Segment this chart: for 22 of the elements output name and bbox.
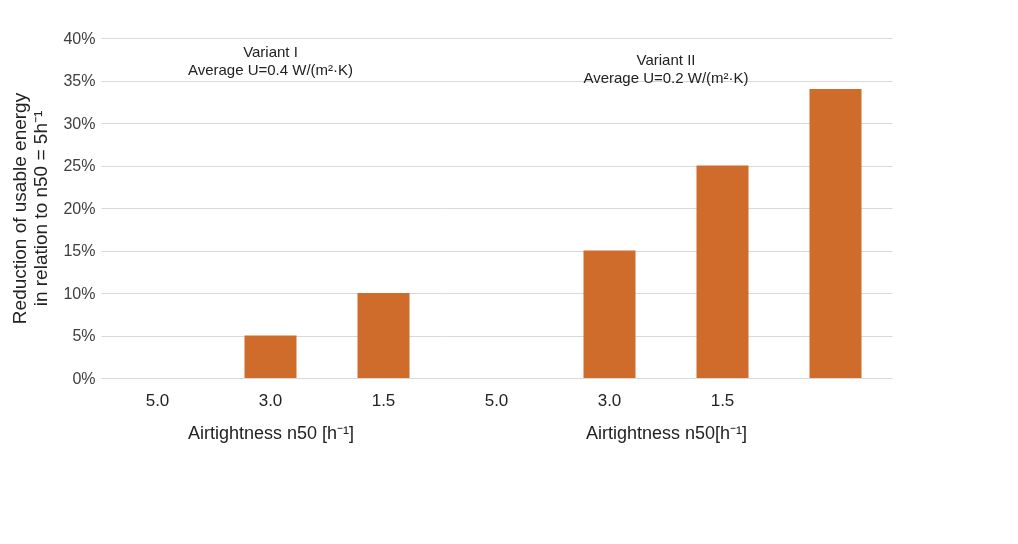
y-tick-label: 10% bbox=[63, 284, 96, 302]
x-tick-label: 1.5 bbox=[710, 390, 735, 410]
x-tick-label: 5.0 bbox=[145, 390, 170, 410]
y-tick-label: 30% bbox=[63, 114, 96, 132]
x-tick-label: 1.5 bbox=[371, 390, 396, 410]
text: Average U=0.4 W/(m²·K) bbox=[187, 61, 354, 78]
x-tick-label: 5.0 bbox=[484, 390, 509, 410]
y-tick-label: 35% bbox=[63, 72, 96, 89]
x-axis-title: Airtightness n50[h⁻¹] bbox=[585, 422, 748, 443]
chart-title: Variant I bbox=[243, 43, 298, 60]
x-axis-title: Airtightness n50 [h⁻¹] bbox=[187, 422, 355, 443]
y-tick-label: 20% bbox=[63, 199, 96, 217]
y-axis-title: Reduction of usable energy in relation to n50 = 5h⁻¹ bbox=[9, 92, 52, 325]
text: Average U=0.2 W/(m²·K) bbox=[583, 69, 749, 86]
x-tick-label: 3.0 bbox=[597, 390, 622, 410]
y-tick-label: 15% bbox=[63, 242, 96, 259]
y-tick-label: 0% bbox=[72, 369, 96, 387]
y-tick-label: 40% bbox=[63, 29, 96, 47]
text: Variant II bbox=[636, 51, 696, 68]
y-tick-label: 5% bbox=[72, 327, 96, 344]
y-tick-label: 25% bbox=[63, 157, 96, 174]
x-tick-label: 3.0 bbox=[258, 390, 283, 410]
